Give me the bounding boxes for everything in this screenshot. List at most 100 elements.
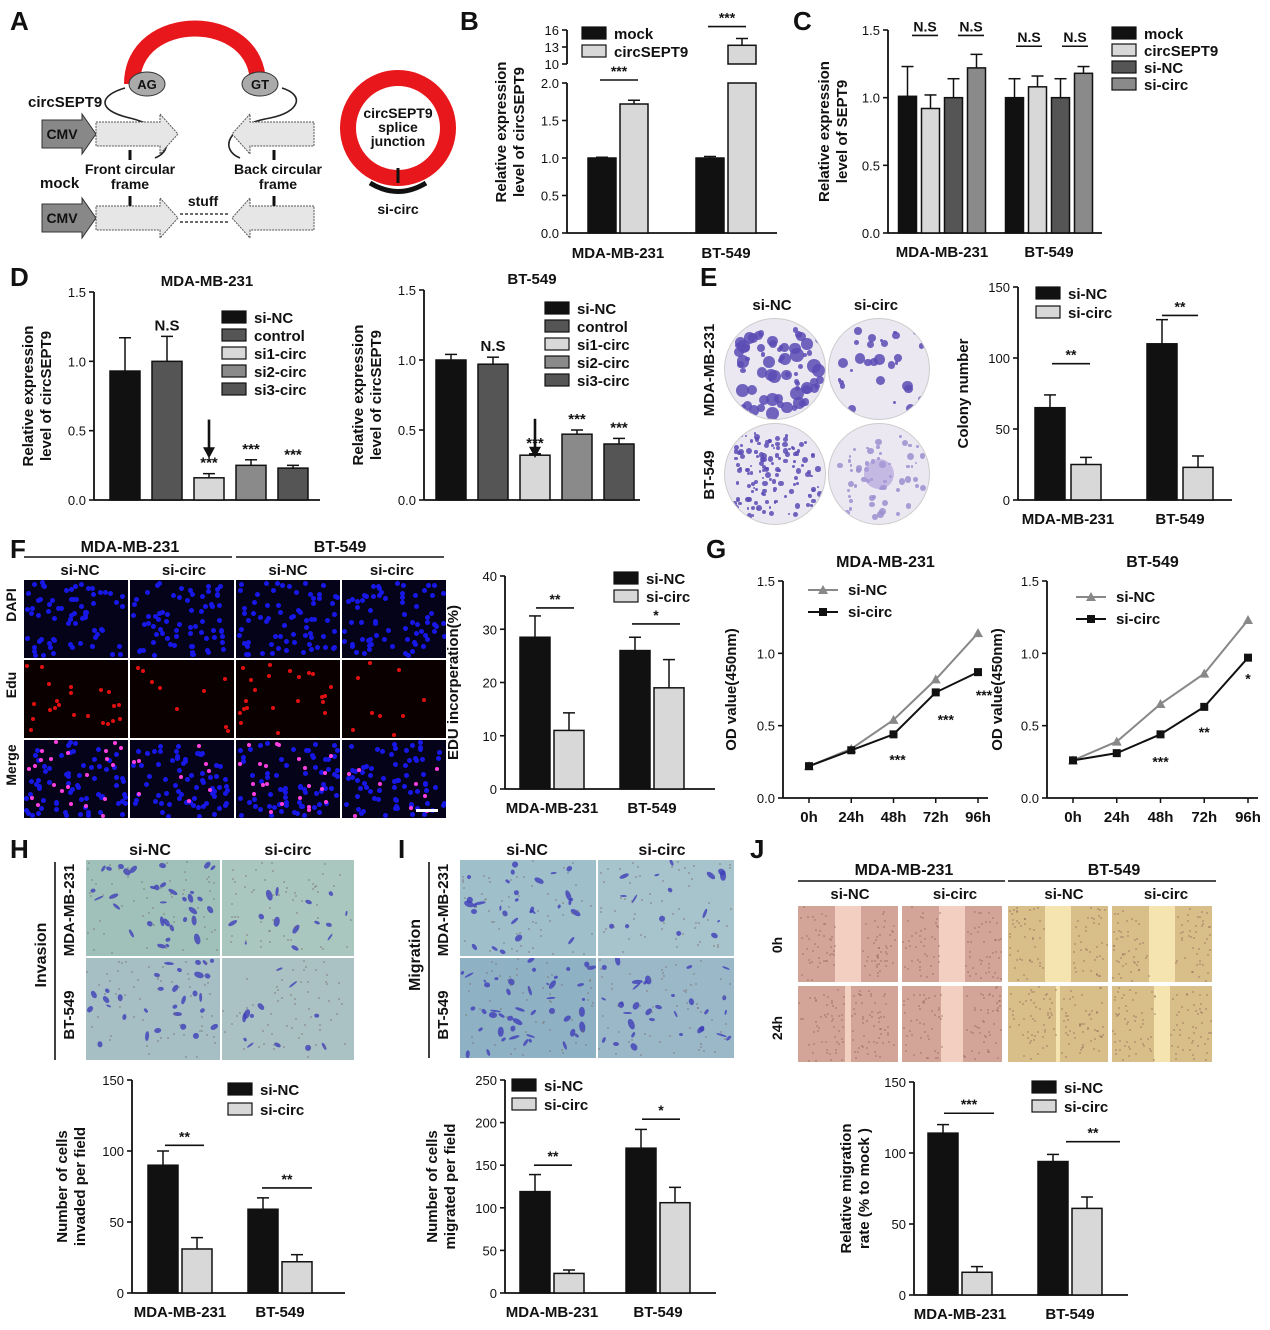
y-tick-label: 0.5: [68, 424, 86, 439]
legend-swatch: [1111, 43, 1137, 57]
panel-letter-I: I: [398, 834, 405, 864]
migration-image: [598, 958, 734, 1058]
y-tick-label: 250: [475, 1073, 497, 1088]
chart-F: 0 10 20 30 40 EDU incorperation(%) MDA-MB-231 *…: [445, 569, 715, 817]
back-frame-label: frame: [259, 176, 297, 192]
point-si-NC: [1199, 668, 1210, 678]
legend-label: mock: [1144, 26, 1184, 43]
y-tick-label: 40: [483, 569, 497, 584]
legend-label: si-NC: [577, 301, 616, 318]
bar-si-circ: [1073, 72, 1094, 234]
invasion-image: [86, 958, 220, 1060]
bar-control: [151, 360, 183, 501]
cmv-label: CMV: [46, 126, 78, 142]
invasion-image: [222, 860, 354, 956]
legend-label: si-circ: [848, 604, 892, 621]
significance-label: **: [1088, 1125, 1099, 1141]
si-circ-label: si-circ: [377, 201, 418, 217]
legend-swatch: [613, 571, 639, 585]
legend-label: si1-circ: [254, 346, 307, 363]
bar-circSEPT9: [1027, 86, 1048, 234]
y-tick-label: 1.5: [757, 574, 775, 589]
x-tick-label: BT-549: [255, 1304, 304, 1321]
bar-mock: [587, 157, 617, 234]
row-label: MDA-MB-231: [61, 864, 78, 957]
bar-si-circ: [1070, 463, 1102, 501]
legend-label: si3-circ: [254, 382, 307, 399]
chart-I: 0 50 100 150 200 250 Number of cells migrated p…: [424, 1073, 716, 1321]
y-tick-label: 1.0: [541, 151, 559, 166]
scratch-image: [1008, 986, 1108, 1062]
y-tick-label: 0.5: [757, 719, 775, 734]
y-tick-label: 200: [475, 1116, 497, 1131]
legend-marker: [819, 608, 827, 616]
significance-label: ***: [610, 419, 628, 436]
column-label: si-NC: [830, 886, 869, 903]
panel-letter-G: G: [706, 534, 726, 564]
significance-label: ***: [938, 711, 955, 727]
migration-image: [460, 958, 596, 1058]
colony-dish: [828, 318, 930, 420]
y-tick-label: 1.5: [68, 285, 86, 300]
bar-si1-circ: [193, 477, 225, 501]
bar-si-circ: [966, 67, 987, 234]
point-si-circ: [889, 730, 898, 739]
bar-circSEPT9: [920, 107, 941, 234]
chart-B: 0.0 0.5 1.0 1.5 2.0 10 13 16 Relative expression…: [493, 10, 777, 262]
bar-si-circ: [659, 1201, 691, 1294]
panel-letter-A: A: [10, 6, 29, 36]
bar-si-NC: [1146, 343, 1178, 501]
y-tick-label: 0.0: [757, 791, 775, 806]
bar-si2-circ: [235, 464, 267, 501]
bar-si-NC: [147, 1164, 179, 1294]
legend-swatch: [1031, 1099, 1057, 1113]
legend-swatch: [544, 373, 570, 387]
y-tick-label: 0.5: [862, 158, 880, 173]
scratch-image: [798, 986, 898, 1062]
group-label: MDA-MB-231: [855, 862, 954, 879]
ag-label: AG: [137, 77, 157, 92]
front-frame-label: Front circular: [85, 161, 176, 177]
point-si-circ: [805, 762, 813, 771]
column-label: si-circ: [370, 562, 414, 579]
point-si-circ: [1069, 756, 1077, 765]
column-label: si-circ: [264, 842, 311, 859]
significance-label: N.S: [1017, 29, 1040, 45]
significance-label: *: [658, 1102, 664, 1118]
y-axis-label: level of circSEPT9: [511, 67, 528, 197]
y-tick-label: 150: [475, 1158, 497, 1173]
y-tick-label: 1.0: [68, 354, 86, 369]
significance-label: *: [653, 607, 659, 623]
significance-label: ***: [568, 411, 586, 428]
ring-label: splice: [378, 119, 418, 135]
x-tick-label: MDA-MB-231: [506, 800, 599, 817]
scratch-image: [1112, 906, 1212, 982]
point-si-circ: [1156, 730, 1165, 739]
bar-si-NC: [1050, 96, 1071, 234]
bar-mock: [695, 157, 725, 234]
legend-swatch: [227, 1102, 253, 1116]
legend-label: si-NC: [1144, 60, 1183, 77]
y-tick-label: 100: [475, 1201, 497, 1216]
invasion-image: [222, 958, 354, 1060]
panel-letter-E: E: [700, 262, 717, 292]
bar-si-NC: [1037, 1160, 1069, 1296]
legend-label: si-circ: [1064, 1099, 1108, 1116]
bar-si-circ: [281, 1261, 313, 1294]
x-tick-label: BT-549: [1024, 244, 1073, 261]
bar-si-circ: [553, 1272, 585, 1294]
fluorescence-image: [236, 660, 340, 738]
colony-dish: [724, 423, 826, 525]
si-circ-arc: [368, 180, 428, 194]
legend-swatch: [511, 1097, 537, 1111]
point-si-NC: [930, 674, 941, 684]
point-si-NC: [1243, 615, 1253, 625]
y-tick-label: 1.0: [398, 353, 416, 368]
significance-label: ***: [889, 751, 906, 767]
column-label: si-NC: [60, 562, 99, 579]
legend-swatch: [1035, 286, 1061, 300]
legend-label: si-NC: [254, 310, 293, 327]
x-tick-label: 24h: [1104, 809, 1130, 826]
dish-row-label: MDA-MB-231: [701, 324, 718, 417]
